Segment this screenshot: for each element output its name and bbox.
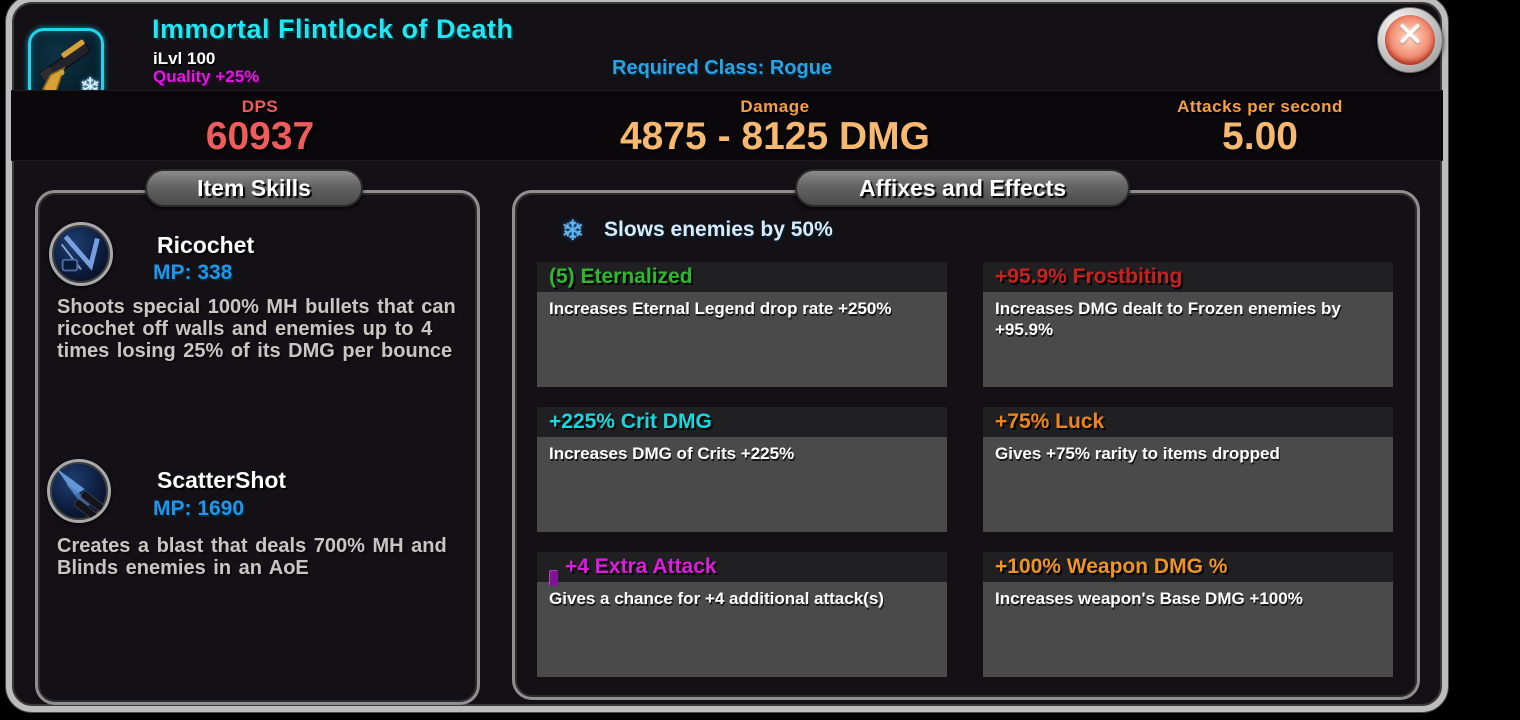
damage-stat: Damage 4875 - 8125 DMG <box>540 97 1010 159</box>
scattershot-skill-icon <box>47 459 111 523</box>
affix-title: +4 Extra Attack <box>565 555 717 578</box>
item-title: Immortal Flintlock of Death <box>152 14 514 44</box>
aps-label: Attacks per second <box>1177 97 1343 116</box>
affix-title: +95.9% Frostbiting <box>995 265 1183 288</box>
affix-title: (5) Eternalized <box>549 265 693 288</box>
slow-effect-text: Slows enemies by 50% <box>604 218 833 241</box>
affix-box-luck: +75% Luck Gives +75% rarity to items dro… <box>983 407 1393 532</box>
flintlock-pistol-icon <box>39 39 91 95</box>
stat-bar <box>11 90 1443 161</box>
affix-title: +100% Weapon DMG % <box>995 555 1228 578</box>
affix-description: Increases weapon's Base DMG +100% <box>983 582 1393 677</box>
damage-value: 4875 - 8125 DMG <box>619 115 930 158</box>
item-level: iLvl 100 <box>153 49 216 68</box>
close-icon: ✕ <box>1395 16 1425 54</box>
skill-description: Creates a blast that deals 700% MH and B… <box>57 535 447 579</box>
affix-box-weapon-dmg: +100% Weapon DMG % Increases weapon's Ba… <box>983 552 1393 677</box>
affix-description: Gives a chance for +4 additional attack(… <box>537 582 947 677</box>
affix-title: +225% Crit DMG <box>549 410 712 433</box>
close-button-face <box>1385 15 1435 65</box>
affix-box-extra-attack: +4 Extra Attack Gives a chance for +4 ad… <box>537 552 947 677</box>
affix-title: +75% Luck <box>995 410 1105 433</box>
affix-description: Increases Eternal Legend drop rate +250% <box>537 292 947 387</box>
affixes-header: Affixes and Effects <box>795 169 1130 207</box>
snowflake-effect-icon: ❄ <box>561 215 585 246</box>
item-skills-header: Item Skills <box>145 169 363 207</box>
item-quality: Quality +25% <box>153 67 260 86</box>
skill-mp: MP: 1690 <box>153 497 245 520</box>
dps-label: DPS <box>241 97 279 116</box>
close-button[interactable]: ✕ <box>1377 7 1443 73</box>
skill-name: Ricochet <box>157 232 255 258</box>
damage-label: Damage <box>740 97 810 116</box>
skill-mp: MP: 338 <box>153 261 233 284</box>
skill-name: ScatterShot <box>157 467 287 493</box>
aps-value: 5.00 <box>1222 115 1298 158</box>
required-class: Required Class: Rogue <box>612 57 833 79</box>
dps-stat: DPS 60937 <box>100 97 420 159</box>
affix-description: Increases DMG dealt to Frozen enemies by… <box>983 292 1393 387</box>
ricochet-skill-icon <box>49 222 113 286</box>
affix-box-crit-dmg: +225% Crit DMG Increases DMG of Crits +2… <box>537 407 947 532</box>
gem-icon <box>549 570 558 586</box>
affix-description: Gives +75% rarity to items dropped <box>983 437 1393 532</box>
dps-value: 60937 <box>205 115 315 158</box>
attacks-per-second-stat: Attacks per second 5.00 <box>1070 97 1450 159</box>
affix-box-eternalized: (5) Eternalized Increases Eternal Legend… <box>537 262 947 387</box>
affix-box-frostbiting: +95.9% Frostbiting Increases DMG dealt t… <box>983 262 1393 387</box>
skill-description: Shoots special 100% MH bullets that can … <box>57 296 456 362</box>
affix-description: Increases DMG of Crits +225% <box>537 437 947 532</box>
